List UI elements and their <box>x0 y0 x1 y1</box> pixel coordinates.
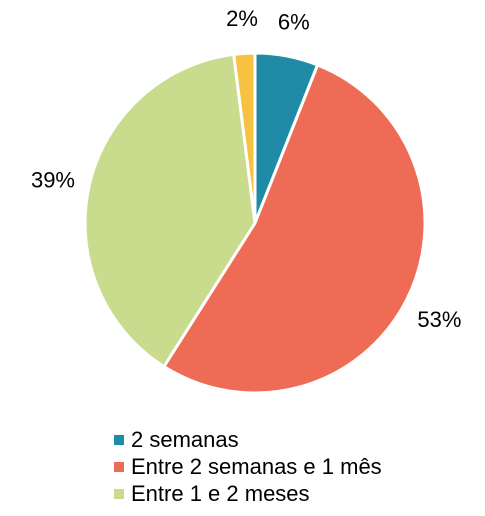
legend-label: Entre 1 e 2 meses <box>131 481 310 506</box>
data-label: 6% <box>278 9 310 34</box>
legend-label: 2 semanas <box>131 427 239 452</box>
pie-slice <box>232 51 257 224</box>
pie-slice <box>161 62 427 395</box>
legend-swatch <box>114 435 124 445</box>
legend-swatch <box>114 489 124 499</box>
legend-label: Entre 2 semanas e 1 mês <box>131 454 382 479</box>
data-label: 39% <box>31 168 75 193</box>
legend-swatch <box>114 462 124 472</box>
pie-slice <box>83 52 257 369</box>
data-label: 53% <box>417 307 461 332</box>
data-label: 2% <box>226 6 258 31</box>
